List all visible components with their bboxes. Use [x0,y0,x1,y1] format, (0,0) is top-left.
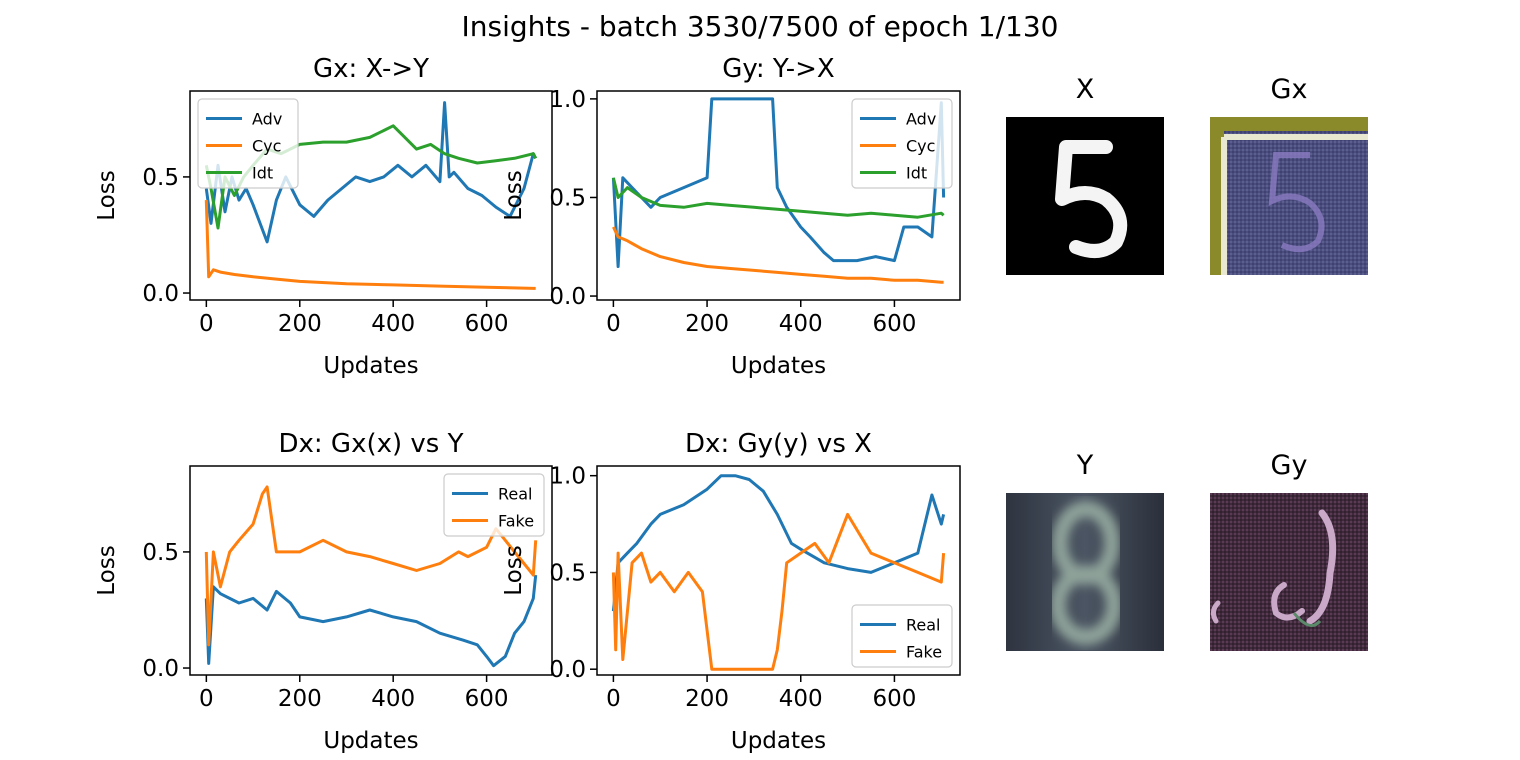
x-tick-label: 400 [371,686,415,712]
plot-frame [596,90,961,301]
x-tick-label: 0 [199,686,214,712]
legend: Adv Cyc Idt [851,98,953,189]
y-axis-label: Loss [501,170,527,220]
chart-dx2: Dx: Gy(y) vs X 0 200 400 600 0.0 0.5 1.0 Updates… [501,429,961,754]
legend-label-idt: Idt [906,164,927,183]
series-line-adv [204,101,538,244]
image-gy-generated [1210,493,1368,651]
chart-gy: Gy: Y->X 0 200 400 600 0.0 0.5 1.0 Updates Loss Ad… [501,54,961,379]
y-tick-label: 0.0 [142,656,179,682]
series-line-real [204,574,538,668]
legend-label-adv: Adv [252,110,282,129]
image-x-digit-5 [1006,117,1164,275]
x-tick-label: 600 [465,686,509,712]
y-tick-label: 0.5 [549,185,586,211]
legend-label-real: Real [498,485,533,504]
legend: Adv Cyc Idt [197,98,299,189]
x-tick-label: 0 [606,311,621,337]
y-tick-label: 1.0 [549,464,586,490]
y-tick-label: 0.5 [549,560,586,586]
x-tick-label: 200 [685,686,729,712]
chart-title: Gx: X->Y [313,54,429,84]
y-axis-label: Loss [94,170,120,220]
series-line-real [611,474,946,612]
y-tick-label: 1.0 [549,87,586,113]
legend-box [197,98,299,189]
y-axis-label: Loss [501,545,527,595]
series-line-fake [204,485,538,647]
chart-title: Gy: Y->X [722,54,834,84]
y-tick-label: 0.0 [549,657,586,683]
x-axis-label: Updates [323,353,418,379]
x-tick-label: 600 [465,311,509,337]
legend-label-fake: Fake [906,643,942,662]
image-title-gx: Gx [1270,74,1308,105]
x-tick-label: 600 [872,686,916,712]
y-tick-label: 0.5 [142,165,179,191]
y-axis-label: Loss [94,545,120,595]
image-title-y: Y [1076,450,1094,481]
y-tick-label: 0.0 [549,284,586,310]
figure-suptitle: Insights - batch 3530/7500 of epoch 1/13… [461,10,1059,43]
series-line-adv [611,97,946,268]
image-title-x: X [1075,74,1095,105]
chart-title: Dx: Gy(y) vs X [685,429,872,459]
x-tick-label: 200 [278,311,322,337]
x-tick-label: 600 [872,311,916,337]
legend: Real Fake [851,604,953,668]
y-tick-label: 0.0 [142,281,179,307]
series-line-fake [611,512,946,671]
x-tick-label: 200 [685,311,729,337]
series-line-cyc [612,226,944,284]
legend-label-cyc: Cyc [252,137,281,156]
chart-gx: Gx: X->Y 0 200 400 600 0.0 0.5 Updates Loss Adv Cy… [94,54,553,379]
legend-label-fake: Fake [498,512,534,531]
x-tick-label: 400 [779,686,823,712]
x-tick-label: 0 [199,311,214,337]
legend-label-adv: Adv [906,110,936,129]
legend-label-idt: Idt [252,164,273,183]
x-tick-label: 400 [371,311,415,337]
image-gx-generated [1210,117,1368,275]
plot-frame [189,465,553,676]
legend-label-real: Real [906,616,941,635]
series-line-idt [204,124,538,230]
chart-title: Dx: Gx(x) vs Y [279,429,464,459]
x-axis-label: Updates [323,728,418,754]
x-tick-label: 200 [278,686,322,712]
x-tick-label: 400 [779,311,823,337]
series-line-cyc [204,200,536,290]
legend-label-cyc: Cyc [906,137,935,156]
x-tick-label: 0 [606,686,621,712]
plot-frame [596,465,961,676]
legend: Real Fake [443,473,545,537]
image-y-digit-8 [1006,493,1164,651]
image-title-gy: Gy [1270,450,1308,481]
x-axis-label: Updates [731,728,826,754]
x-axis-label: Updates [731,353,826,379]
plot-frame [189,90,553,301]
series-line-idt [611,177,945,219]
chart-dx1: Dx: Gx(x) vs Y 0 200 400 600 0.0 0.5 Updates Los… [94,429,553,754]
legend-box [851,98,953,189]
y-tick-label: 0.5 [142,540,179,566]
